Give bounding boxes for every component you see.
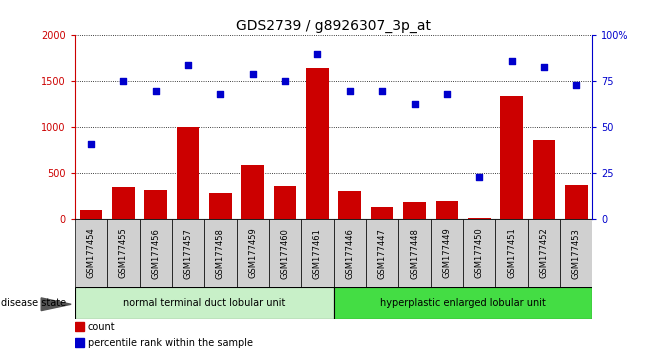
Text: GSM177453: GSM177453 bbox=[572, 228, 581, 279]
Text: disease state: disease state bbox=[1, 298, 66, 308]
Bar bbox=[274, 186, 296, 219]
Point bbox=[280, 79, 290, 84]
Text: GSM177461: GSM177461 bbox=[313, 228, 322, 279]
Bar bbox=[112, 187, 135, 219]
Point bbox=[538, 64, 549, 69]
FancyBboxPatch shape bbox=[560, 219, 592, 287]
Bar bbox=[565, 185, 588, 219]
Point bbox=[150, 88, 161, 93]
Bar bbox=[403, 202, 426, 219]
Text: GSM177458: GSM177458 bbox=[216, 228, 225, 279]
Bar bbox=[75, 338, 84, 347]
Text: GSM177454: GSM177454 bbox=[87, 228, 96, 279]
Text: GSM177460: GSM177460 bbox=[281, 228, 290, 279]
FancyBboxPatch shape bbox=[172, 219, 204, 287]
Bar bbox=[242, 165, 264, 219]
Point bbox=[118, 79, 129, 84]
Point bbox=[86, 141, 96, 147]
Text: hyperplastic enlarged lobular unit: hyperplastic enlarged lobular unit bbox=[380, 298, 546, 308]
FancyBboxPatch shape bbox=[139, 219, 172, 287]
Bar bbox=[209, 193, 232, 219]
FancyBboxPatch shape bbox=[269, 219, 301, 287]
FancyBboxPatch shape bbox=[333, 287, 592, 319]
Text: GSM177451: GSM177451 bbox=[507, 228, 516, 279]
FancyBboxPatch shape bbox=[75, 287, 333, 319]
Bar bbox=[533, 140, 555, 219]
Point bbox=[506, 58, 517, 64]
FancyBboxPatch shape bbox=[236, 219, 269, 287]
Bar bbox=[79, 210, 102, 219]
Point bbox=[571, 82, 581, 88]
FancyBboxPatch shape bbox=[495, 219, 528, 287]
Point bbox=[183, 62, 193, 68]
Text: GSM177452: GSM177452 bbox=[540, 228, 548, 279]
Polygon shape bbox=[41, 298, 71, 311]
FancyBboxPatch shape bbox=[366, 219, 398, 287]
FancyBboxPatch shape bbox=[398, 219, 431, 287]
Point bbox=[247, 71, 258, 77]
Text: GSM177450: GSM177450 bbox=[475, 228, 484, 279]
Point bbox=[312, 51, 323, 57]
Bar bbox=[468, 218, 490, 219]
Text: GSM177446: GSM177446 bbox=[345, 228, 354, 279]
FancyBboxPatch shape bbox=[301, 219, 333, 287]
Point bbox=[344, 88, 355, 93]
Text: GSM177459: GSM177459 bbox=[248, 228, 257, 279]
Bar bbox=[145, 190, 167, 219]
Point bbox=[409, 101, 420, 106]
FancyBboxPatch shape bbox=[107, 219, 139, 287]
Bar bbox=[306, 68, 329, 219]
Point bbox=[474, 174, 484, 180]
Bar bbox=[75, 322, 84, 331]
Text: count: count bbox=[88, 322, 115, 332]
FancyBboxPatch shape bbox=[333, 219, 366, 287]
Text: GSM177456: GSM177456 bbox=[151, 228, 160, 279]
Text: normal terminal duct lobular unit: normal terminal duct lobular unit bbox=[123, 298, 285, 308]
Text: GSM177448: GSM177448 bbox=[410, 228, 419, 279]
Text: GSM177457: GSM177457 bbox=[184, 228, 193, 279]
Bar bbox=[500, 96, 523, 219]
Text: GSM177455: GSM177455 bbox=[119, 228, 128, 279]
FancyBboxPatch shape bbox=[431, 219, 463, 287]
Bar bbox=[371, 207, 393, 219]
FancyBboxPatch shape bbox=[528, 219, 560, 287]
Bar bbox=[339, 191, 361, 219]
Point bbox=[441, 91, 452, 97]
Text: GSM177447: GSM177447 bbox=[378, 228, 387, 279]
Bar bbox=[177, 127, 199, 219]
Bar bbox=[436, 201, 458, 219]
Text: percentile rank within the sample: percentile rank within the sample bbox=[88, 338, 253, 348]
Point bbox=[377, 88, 387, 93]
FancyBboxPatch shape bbox=[204, 219, 236, 287]
Point bbox=[215, 91, 226, 97]
FancyBboxPatch shape bbox=[463, 219, 495, 287]
FancyBboxPatch shape bbox=[75, 219, 107, 287]
Title: GDS2739 / g8926307_3p_at: GDS2739 / g8926307_3p_at bbox=[236, 19, 431, 33]
Text: GSM177449: GSM177449 bbox=[442, 228, 451, 279]
